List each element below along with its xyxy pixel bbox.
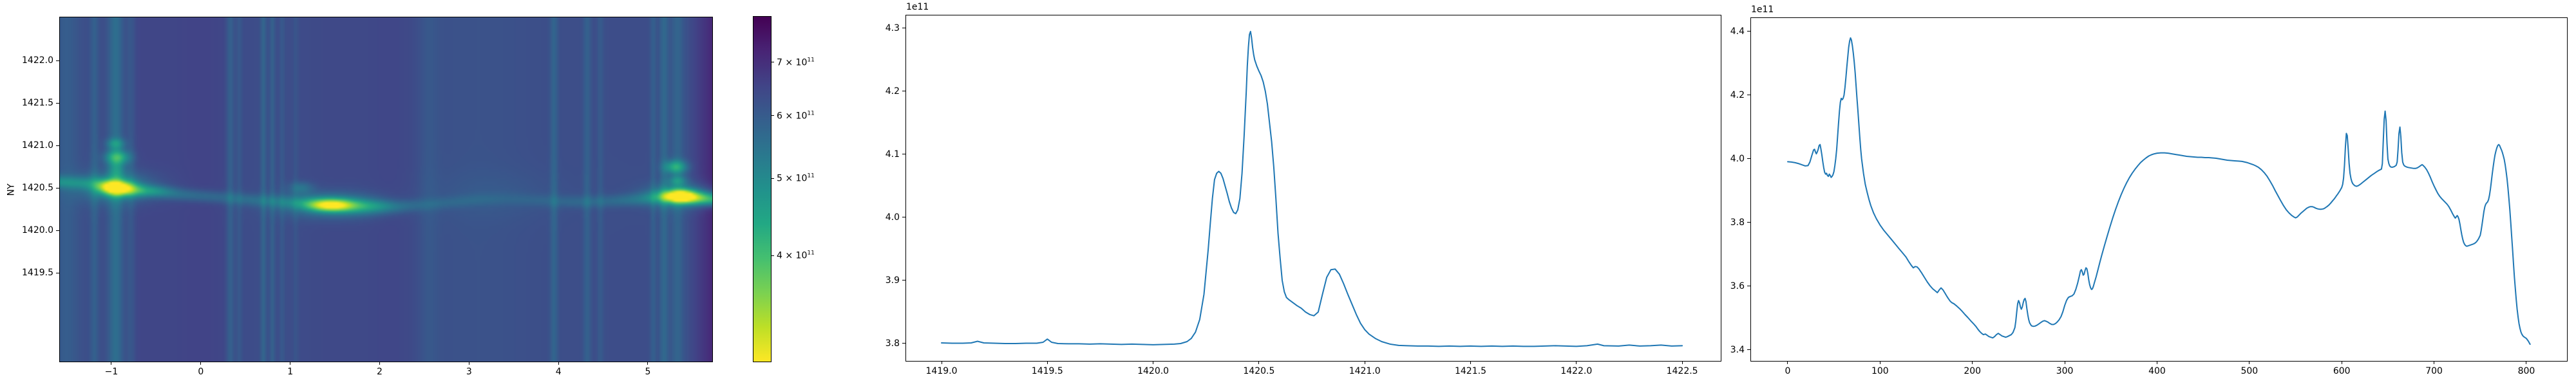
heatmap-y-tick [56,102,59,104]
spectrum-y-tick-label: 4.0 [885,212,900,223]
timeseries-axes [1750,17,2568,362]
timeseries-x-tick-label: 200 [1964,366,1982,376]
spectrum-x-tick [1470,361,1471,364]
timeseries-y-tick [1747,349,1750,351]
colorbar-tick-label: 6 × 1011 [777,110,815,121]
timeseries-x-tick-label: 300 [2056,366,2074,376]
timeseries-y-tick-label: 3.4 [1730,344,1745,355]
timeseries-x-tick [1787,361,1788,364]
heatmap-x-tick-label: 1 [287,367,294,377]
spectrum-y-tick-label: 4.1 [885,149,900,160]
heatmap-y-tick [56,230,59,231]
spectrum-y-tick-label: 4.2 [885,86,900,96]
spectrum-y-tick-label: 3.8 [885,338,900,349]
timeseries-y-tick-label: 4.4 [1730,26,1745,37]
heatmap-x-tick [558,362,559,365]
timeseries-x-tick-label: 600 [2333,366,2351,376]
spectrum-x-tick-label: 1421.0 [1349,366,1381,376]
heatmap-y-tick-label: 1419.5 [22,268,53,278]
timeseries-y-tick [1747,222,1750,223]
spectrum-y-tick [902,343,905,344]
heatmap-y-tick [56,145,59,146]
timeseries-y-tick [1747,158,1750,160]
spectrum-axes [905,15,1721,362]
heatmap-y-tick-label: 1421.5 [22,98,53,108]
timeseries-offset-label: 1e11 [1751,5,1774,15]
spectrum-x-tick-label: 1420.0 [1137,366,1170,376]
heatmap-y-tick-label: 1422.0 [22,55,53,66]
colorbar-tick [771,178,774,179]
colorbar-tick-label: 7 × 1011 [777,57,815,68]
spectrum-x-tick [1681,361,1683,364]
colorbar-tick [771,255,774,256]
heatmap-x-tick-label: 4 [555,367,562,377]
heatmap-x-tick-label: 5 [645,367,651,377]
colorbar-tick-label: 5 × 1011 [777,173,815,184]
spectrum-x-tick-label: 1419.5 [1031,366,1063,376]
heatmap-y-tick-label: 1420.0 [22,225,53,235]
timeseries-y-tick-label: 3.8 [1730,217,1745,228]
timeseries-x-tick-label: 400 [2148,366,2166,376]
timeseries-x-tick-label: 500 [2240,366,2259,376]
heatmap-y-axis-label: NY [6,183,17,196]
spectrum-y-tick-label: 4.3 [885,23,900,33]
spectrum-x-tick-label: 1422.0 [1560,366,1593,376]
timeseries-y-tick-label: 3.6 [1730,280,1745,291]
timeseries-y-tick-label: 4.0 [1730,153,1745,164]
timeseries-x-tick-label: 800 [2517,366,2535,376]
colorbar [753,16,772,362]
heatmap-x-tick [379,362,380,365]
heatmap-x-tick-label: 3 [466,367,472,377]
spectrum-y-tick-label: 3.9 [885,275,900,286]
heatmap-x-tick [647,362,649,365]
heatmap-x-tick [200,362,202,365]
spectrum-x-tick-label: 1419.0 [925,366,958,376]
heatmap-x-tick-label: 2 [377,367,383,377]
spectrum-x-tick [1258,361,1260,364]
colorbar-tick [771,115,774,116]
heatmap-y-tick-label: 1421.0 [22,140,53,151]
timeseries-x-tick-label: 700 [2425,366,2443,376]
heatmap-x-tick-label: −1 [104,367,118,377]
timeseries-x-tick-label: 0 [1785,366,1791,376]
heatmap-y-tick-label: 1420.5 [22,183,53,193]
spectrum-x-tick-label: 1421.5 [1454,366,1486,376]
spectrum-offset-label: 1e11 [906,2,929,12]
timeseries-x-tick-label: 100 [1871,366,1889,376]
heatmap-x-tick-label: 0 [198,367,204,377]
colorbar-tick-label: 4 × 1011 [777,250,815,261]
timeseries-x-tick [1972,361,1973,364]
heatmap-y-tick [56,60,59,61]
spectrum-x-tick-label: 1420.5 [1243,366,1275,376]
spectrum-x-tick [1046,361,1048,364]
timeseries-y-tick [1747,31,1750,32]
timeseries-y-tick-label: 4.2 [1730,89,1745,100]
spectrum-x-tick [1576,361,1577,364]
heatmap-axes [59,17,713,362]
spectrum-x-tick-label: 1422.5 [1666,366,1698,376]
heatmap-image [60,17,712,362]
